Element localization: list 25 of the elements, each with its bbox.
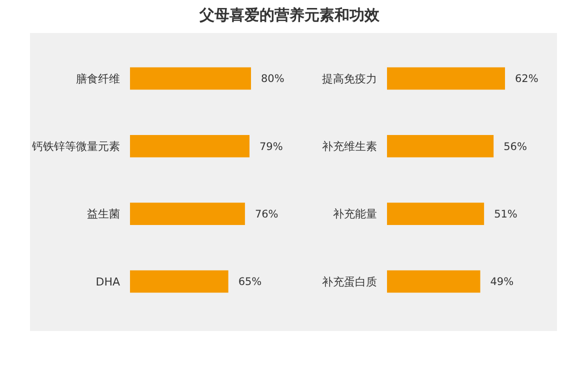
- bar: [130, 202, 245, 225]
- y-tick-label: 补充能量: [333, 208, 377, 221]
- bar: [387, 135, 494, 158]
- y-tick-label: 钙铁锌等微量元素: [31, 140, 120, 154]
- data-label: 65%: [238, 276, 262, 288]
- data-label: 79%: [259, 140, 283, 153]
- y-tick-label: DHA: [96, 275, 120, 288]
- data-label: 51%: [494, 208, 518, 221]
- bar: [130, 135, 250, 158]
- y-tick-label: 益生菌: [87, 208, 120, 221]
- data-label: 80%: [261, 73, 284, 86]
- data-label: 62%: [515, 73, 538, 86]
- bar: [130, 67, 251, 90]
- data-label: 49%: [490, 276, 514, 288]
- y-tick-label: 补充蛋白质: [322, 275, 377, 288]
- y-tick-label: 膳食纤维: [76, 72, 120, 86]
- bar: [387, 67, 505, 90]
- data-label: 76%: [254, 208, 278, 221]
- y-tick-label: 提高免疫力: [322, 72, 377, 86]
- y-tick-label: 补充维生素: [322, 140, 377, 154]
- bar: [387, 202, 484, 225]
- bar: [130, 270, 228, 293]
- text: 父母喜爱的营养元素和功效: [198, 6, 380, 24]
- data-label: 56%: [504, 140, 527, 153]
- bar: [387, 270, 480, 293]
